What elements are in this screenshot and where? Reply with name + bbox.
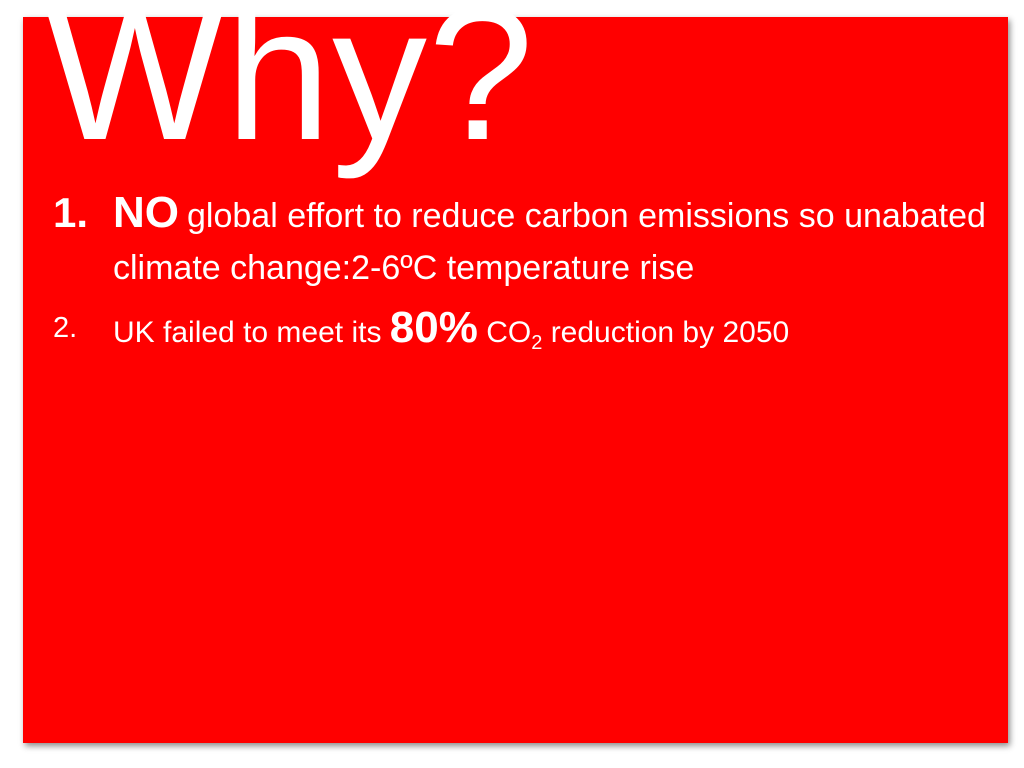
list-item: 2. UK failed to meet its 80% CO2 reducti… (53, 302, 993, 369)
emphasis-percentage: 80% (389, 303, 478, 352)
list-item-text-after: reduction by 2050 (550, 316, 790, 349)
numbered-list: 1. NO global effort to reduce carbon emis… (53, 187, 993, 369)
slide: Why? 1. NO global effort to reduce carbon… (23, 0, 1008, 743)
list-item-number: 1. (53, 189, 89, 236)
co-text: CO (486, 316, 532, 349)
list-item: 1. NO global effort to reduce carbon emis… (53, 187, 993, 294)
co2-label: CO2 (486, 316, 542, 354)
list-item-text: global effort to reduce carbon emissions… (113, 197, 986, 287)
slide-title: Why? (45, 0, 535, 180)
subscript-two: 2 (531, 332, 543, 354)
list-item-text-before: UK failed to meet its (113, 316, 382, 349)
list-item-number: 2. (53, 312, 78, 344)
emphasis-no: NO (113, 188, 179, 237)
